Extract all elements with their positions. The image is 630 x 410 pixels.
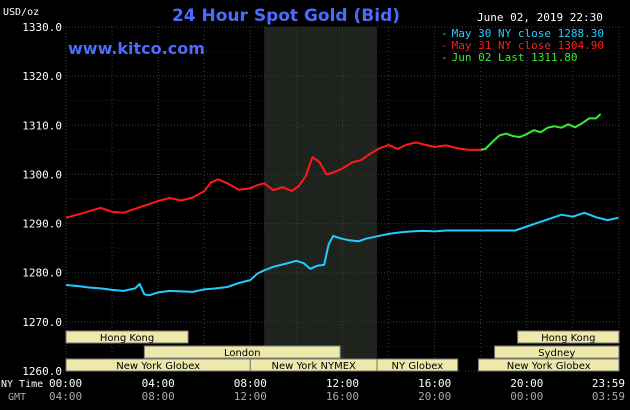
x-tick-label-ny: 12:00: [326, 377, 359, 390]
legend-label: Jun 02 Last 1311.80: [452, 51, 578, 64]
x-tick-label-ny: 16:00: [418, 377, 451, 390]
x-tick-label-ny: 08:00: [234, 377, 267, 390]
x-tick-label-gmt: 03:59: [592, 390, 625, 403]
chart-title: 24 Hour Spot Gold (Bid): [172, 6, 400, 26]
x-tick-label-ny: 20:00: [510, 377, 543, 390]
series-line: [65, 141, 481, 219]
nymex-session-highlight: [264, 27, 378, 371]
session-label: Sydney: [538, 348, 575, 359]
y-tick-label: 1300.0: [22, 168, 62, 181]
legend-marker: -: [441, 51, 448, 64]
y-tick-label: 1280.0: [22, 267, 62, 280]
legend-item-may30: - May 30 NY close 1288.30: [441, 27, 604, 40]
session-label: New York NYMEX: [272, 361, 357, 372]
session-bar: [494, 345, 620, 359]
session-label: New York Globex: [116, 361, 200, 372]
x-tick-label-ny: 00:00: [49, 377, 82, 390]
y-tick-label: 1290.0: [22, 218, 62, 231]
series-layer: [65, 113, 619, 297]
legend-marker: -: [441, 27, 448, 40]
x-tick-label-gmt: 00:00: [510, 390, 543, 403]
legend-item-jun02: - Jun 02 Last 1311.80: [441, 51, 577, 64]
x-tick-label-gmt: 16:00: [326, 390, 359, 403]
session-label: Hong Kong: [100, 333, 154, 344]
x-tick-label-gmt: 12:00: [234, 390, 267, 403]
y-tick-label: 1270.0: [22, 316, 62, 329]
y-axis-ticks: 1260.0 1270.0 1280.0 1290.0 1300.0 1310.0 1320…: [22, 21, 62, 378]
y-tick-label: 1260.0: [22, 365, 62, 378]
market-sessions: Hong Kong London New York Globex New York N…: [65, 330, 620, 372]
session-label: New York Globex: [507, 361, 591, 372]
session-bar: [143, 345, 341, 359]
y-tick-label: 1330.0: [22, 21, 62, 34]
session-bar: [376, 358, 459, 372]
ny-time-label: NY Time: [1, 379, 43, 390]
session-bar: [65, 330, 189, 344]
y-tick-label: 1310.0: [22, 119, 62, 132]
y-tick-label: 1320.0: [22, 70, 62, 83]
series-line: [480, 113, 602, 151]
x-tick-label-ny: 23:59: [592, 377, 625, 390]
unit-label: USD/oz: [3, 7, 39, 18]
session-bar: [477, 358, 620, 372]
session-label: NY Globex: [392, 361, 444, 372]
session-bar: [517, 330, 620, 344]
x-tick-label-ny: 04:00: [142, 377, 175, 390]
x-tick-label-gmt: 20:00: [418, 390, 451, 403]
session-label: Hong Kong: [541, 333, 595, 344]
legend-item-may31: - May 31 NY close 1304.90: [441, 39, 604, 52]
watermark: www.kitco.com: [68, 39, 205, 58]
series-line: [65, 211, 619, 297]
legend-label: May 31 NY close 1304.90: [452, 39, 604, 52]
legend-label: May 30 NY close 1288.30: [452, 27, 604, 40]
x-tick-label-gmt: 04:00: [49, 390, 82, 403]
x-tick-label-gmt: 08:00: [142, 390, 175, 403]
x-axis-ticks: 00:0004:0004:0008:0008:0012:0012:0016:00…: [49, 377, 625, 403]
chart-date: June 02, 2019 22:30: [477, 11, 603, 24]
legend: - May 30 NY close 1288.30 - May 31 NY clos…: [441, 27, 604, 64]
gmt-label: GMT: [8, 392, 26, 403]
legend-marker: -: [441, 39, 448, 52]
session-label: London: [224, 348, 261, 359]
